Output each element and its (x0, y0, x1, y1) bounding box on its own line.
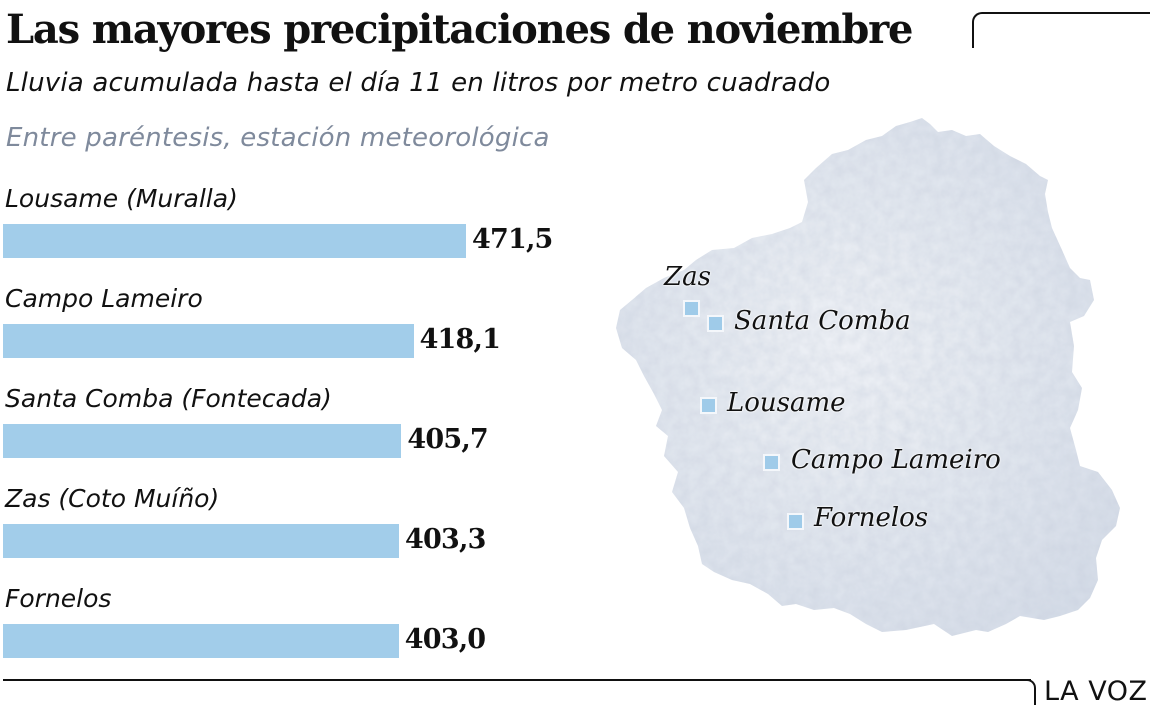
footer-bracket-decoration (1022, 679, 1036, 705)
bar-value-label: 405,7 (407, 424, 488, 455)
map-place-label: Zas (664, 262, 711, 292)
map-marker (683, 300, 700, 317)
map-place-label: Santa Comba (734, 306, 911, 336)
bar (3, 524, 400, 558)
map-place-label: Campo Lameiro (791, 445, 1001, 475)
bar-category-label: Campo Lameiro (5, 284, 203, 313)
map-marker (763, 454, 780, 471)
bar-value-label: 403,3 (405, 524, 486, 555)
chart-title: Las mayores precipitaciones de noviembre (6, 6, 913, 53)
bar-category-label: Zas (Coto Muíño) (5, 484, 220, 513)
bar (3, 624, 399, 658)
bar-value-label: 403,0 (404, 624, 486, 655)
map-landmass (616, 118, 1120, 636)
chart-subtitle: Lluvia acumulada hasta el día 11 en litr… (6, 68, 831, 98)
map-place-label: Fornelos (814, 503, 929, 533)
footer-rule (3, 679, 1031, 681)
galicia-map (616, 118, 1120, 636)
map-marker (700, 397, 717, 414)
title-bracket-decoration (972, 12, 1150, 48)
brand-logo: LA VOZ (1044, 676, 1148, 707)
bar-value-label: 418,1 (419, 324, 501, 355)
bar-category-label: Fornelos (5, 584, 112, 613)
bar-category-label: Lousame (Muralla) (5, 184, 238, 213)
map-place-label: Lousame (727, 388, 846, 418)
chart-note: Entre paréntesis, estación meteorológica (6, 123, 550, 153)
bar (3, 224, 466, 258)
map-marker (787, 513, 804, 530)
bar-category-label: Santa Comba (Fontecada) (5, 384, 332, 413)
bar (3, 424, 402, 458)
bar (3, 324, 414, 358)
map-marker (707, 315, 724, 332)
bar-value-label: 471,5 (472, 224, 553, 255)
